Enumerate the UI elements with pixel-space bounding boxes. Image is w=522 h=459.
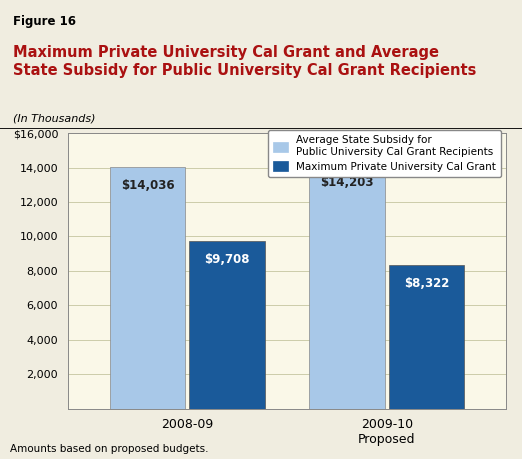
Bar: [110, 167, 185, 409]
Legend: Average State Subsidy for
Public University Cal Grant Recipients, Maximum Privat: Average State Subsidy for Public Univers…: [268, 130, 501, 177]
Text: $14,036: $14,036: [121, 179, 174, 192]
Bar: [389, 265, 465, 409]
Text: $14,203: $14,203: [320, 176, 374, 189]
Text: Maximum Private University Cal Grant and Average
State Subsidy for Public Univer: Maximum Private University Cal Grant and…: [13, 45, 477, 78]
Text: $9,708: $9,708: [205, 253, 250, 267]
Text: (In Thousands): (In Thousands): [13, 113, 96, 123]
Bar: [309, 164, 385, 409]
Text: Figure 16: Figure 16: [13, 16, 76, 28]
Bar: [189, 241, 265, 409]
Text: $8,322: $8,322: [404, 277, 449, 290]
Text: Amounts based on proposed budgets.: Amounts based on proposed budgets.: [10, 444, 209, 454]
